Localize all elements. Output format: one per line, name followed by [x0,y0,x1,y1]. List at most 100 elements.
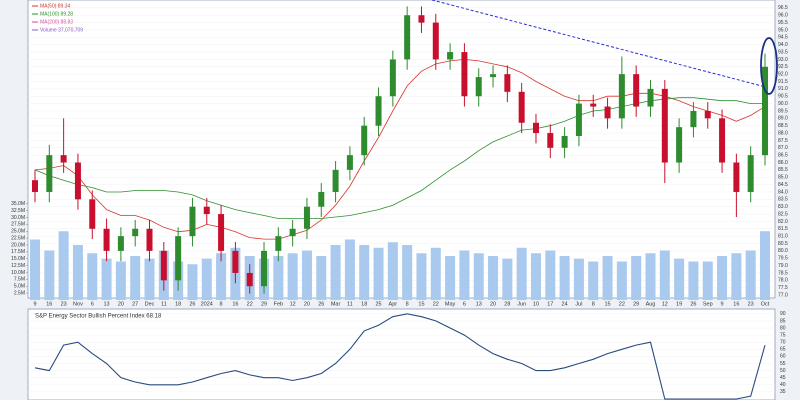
volume-bar [616,261,627,300]
y-tick-label: 93.0 [778,57,788,63]
volume-bar [659,250,670,300]
y-tick-label: 86.5 [778,152,788,158]
y-tick-label: 83.5 [778,197,788,203]
volume-bar [87,253,98,300]
x-tick-label: 28 [504,301,510,307]
text-layer: S&P Energy Sector Bullish Percent Index … [11,3,788,395]
x-tick-label: Nov [73,301,83,307]
x-tick-label: 25 [375,301,381,307]
volume-bar [44,250,55,300]
y-tick-label: 85.0 [778,175,788,181]
legend-label: MA(100) 89.28 [40,11,73,17]
volume-bar [287,253,298,300]
candle-body [733,162,740,192]
volume-bar [645,253,656,300]
x-tick-label: 20 [118,301,124,307]
volume-bar [330,245,341,300]
highlight-ellipse [760,37,778,95]
y-tick-label: 88.5 [778,123,788,129]
indicator-tick-label: 40 [780,382,786,388]
candle-body [518,91,525,123]
y-tick-label: 90.0 [778,101,788,107]
x-tick-label: 9 [33,301,36,307]
ma-layer [34,58,766,400]
candle-body [289,228,296,237]
candle-body [676,127,683,163]
volume-bar [216,253,227,300]
volume-tick-label: 7.5M [14,277,25,283]
y-tick-label: 91.5 [778,79,788,85]
y-tick-label: 91.0 [778,86,788,92]
candle-body [719,118,726,163]
indicator-panel [27,308,776,401]
candle-body [203,206,210,215]
y-tick-label: 90.5 [778,94,788,100]
x-tick-label: Dec [145,301,155,307]
x-tick-label: 18 [175,301,181,307]
candle-body [261,250,268,287]
volume-tick-label: 20.0M [11,242,25,248]
y-tick-label: 84.5 [778,182,788,188]
candle-body [146,228,153,251]
indicator-tick-label: 35 [780,389,786,395]
x-tick-label: 12 [290,301,296,307]
candle-body [762,66,768,156]
x-tick-label: 29 [261,301,267,307]
volume-bar [187,264,198,300]
volume-bar [516,247,527,300]
indicator-tick-label: 70 [780,340,786,346]
x-tick-label: 13 [476,301,482,307]
x-tick-label: 24 [562,301,568,307]
x-tick-label: 15 [604,301,610,307]
x-tick-label: 18 [361,301,367,307]
legend-label: MA(50) 89.34 [40,3,71,9]
x-tick-label: 27 [132,301,138,307]
volume-bar [30,239,40,300]
x-tick-label: 20 [304,301,310,307]
candle-body [346,155,353,170]
y-tick-label: 79.5 [778,256,788,262]
x-tick-label: 12 [662,301,668,307]
x-tick-label: 8 [220,301,223,307]
candle-body [32,180,38,192]
volume-bar [301,250,312,300]
candle-body [332,169,339,192]
volume-bar [602,256,613,300]
moving-average [34,97,765,219]
y-tick-label: 94.0 [778,42,788,48]
volume-tick-label: 25.0M [11,229,25,235]
y-tick-label: 84.0 [778,189,788,195]
y-tick-label: 95.0 [778,27,788,33]
x-tick-label: 26 [189,301,195,307]
volume-bar [688,261,699,300]
volume-bar [559,256,570,300]
y-tick-label: 89.5 [778,108,788,114]
volume-tick-label: 30.0M [11,215,25,221]
candle-body [647,88,654,107]
y-tick-label: 85.5 [778,167,788,173]
volume-bar [72,245,83,300]
volume-bar [144,258,155,300]
volume-bar [573,258,584,300]
volume-bar [316,256,327,300]
volume-bar [545,250,556,300]
volume-bar [115,261,126,300]
y-tick-label: 87.5 [778,138,788,144]
candle-body [46,155,53,192]
x-tick-label: 22 [619,301,625,307]
x-tick-label: 17 [547,301,553,307]
candle-body [303,206,310,229]
indicator-tick-label: 55 [780,361,786,367]
y-tick-label: 96.0 [778,13,788,19]
volume-tick-label: 10.0M [11,270,25,276]
x-tick-label: 23 [61,301,67,307]
candle-body [89,199,96,229]
indicator-tick-label: 90 [780,311,786,317]
candle-body [604,106,611,119]
volume-bar [745,250,756,300]
volume-bar [760,231,770,300]
y-tick-label: 82.0 [778,219,788,225]
x-tick-label: Apr [389,301,398,307]
volume-tick-label: 35.0M [11,201,25,207]
